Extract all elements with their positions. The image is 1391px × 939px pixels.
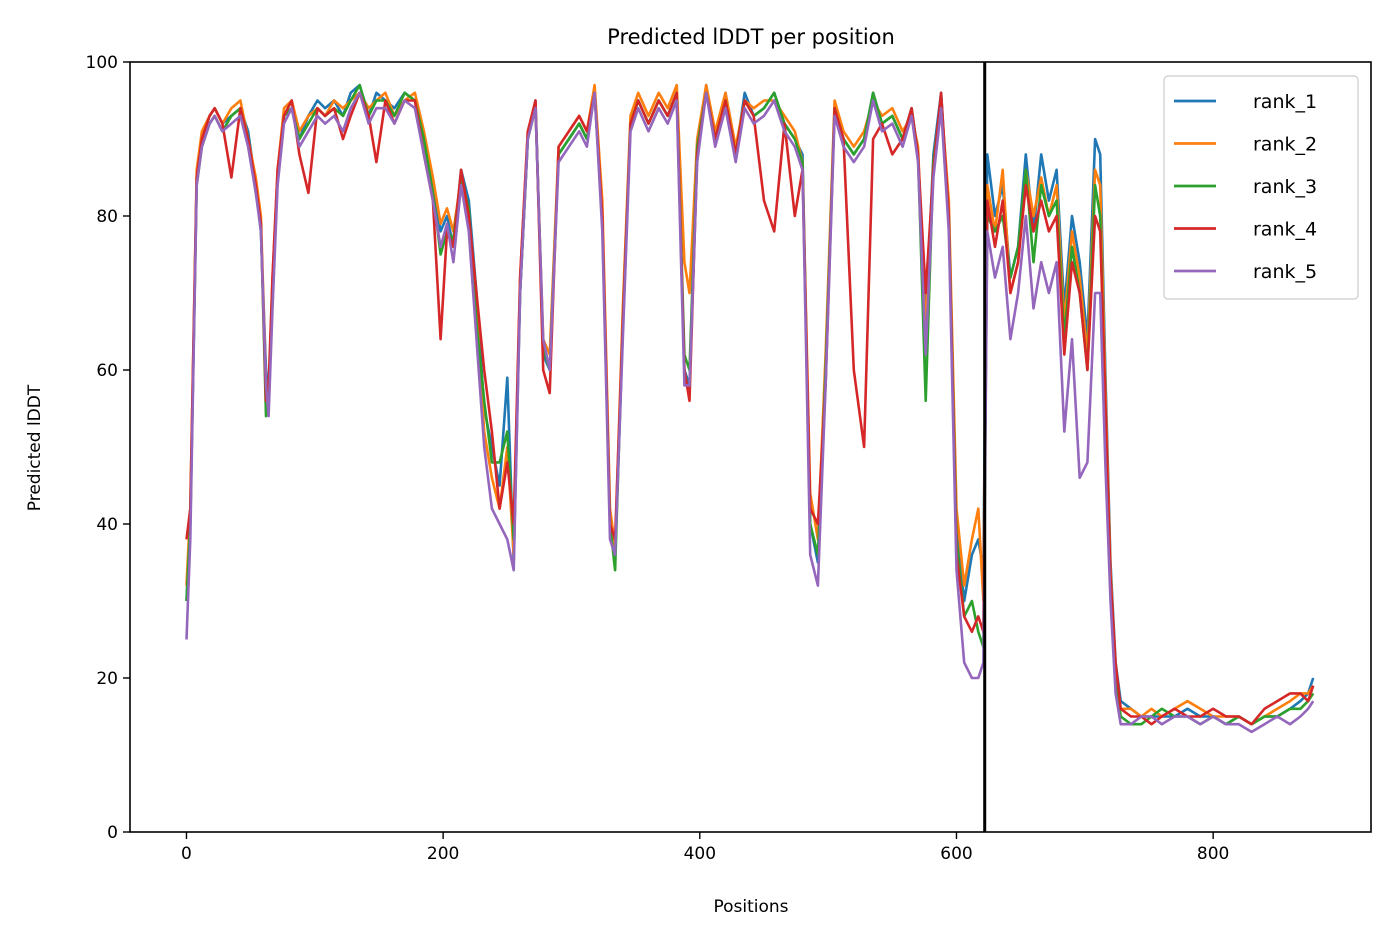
legend-label-rank_3: rank_3 bbox=[1253, 176, 1317, 198]
x-tick-label: 200 bbox=[427, 844, 459, 864]
legend-label-rank_2: rank_2 bbox=[1253, 134, 1317, 156]
series-line-rank_5 bbox=[185, 91, 1315, 734]
x-axis: 0 200 400 600 800 bbox=[181, 832, 1229, 864]
y-tick-label: 100 bbox=[86, 53, 118, 73]
legend-label-rank_1: rank_1 bbox=[1253, 91, 1317, 113]
y-tick-label: 0 bbox=[107, 823, 118, 843]
x-tick-label: 800 bbox=[1197, 844, 1229, 864]
y-tick-label: 20 bbox=[96, 669, 118, 689]
y-axis-label: Predicted lDDT bbox=[25, 384, 45, 511]
y-tick-label: 40 bbox=[96, 515, 118, 535]
x-tick-label: 600 bbox=[940, 844, 972, 864]
series-layer bbox=[185, 83, 1315, 734]
plot-area bbox=[185, 83, 1315, 734]
x-axis-label: Positions bbox=[713, 897, 788, 917]
x-tick-label: 400 bbox=[684, 844, 716, 864]
y-tick-label: 80 bbox=[96, 207, 118, 227]
x-tick-label: 0 bbox=[181, 844, 192, 864]
y-axis: 0 20 40 60 80 100 bbox=[86, 53, 130, 843]
legend-label-rank_4: rank_4 bbox=[1253, 219, 1317, 241]
legend-box bbox=[1163, 75, 1359, 300]
legend-label-rank_5: rank_5 bbox=[1253, 261, 1317, 283]
legend: rank_1 rank_2 rank_3 rank_4 rank_5 bbox=[1163, 75, 1359, 300]
y-tick-label: 60 bbox=[96, 361, 118, 381]
chart-title: Predicted lDDT per position bbox=[607, 25, 895, 49]
axes-frame bbox=[129, 61, 1372, 833]
